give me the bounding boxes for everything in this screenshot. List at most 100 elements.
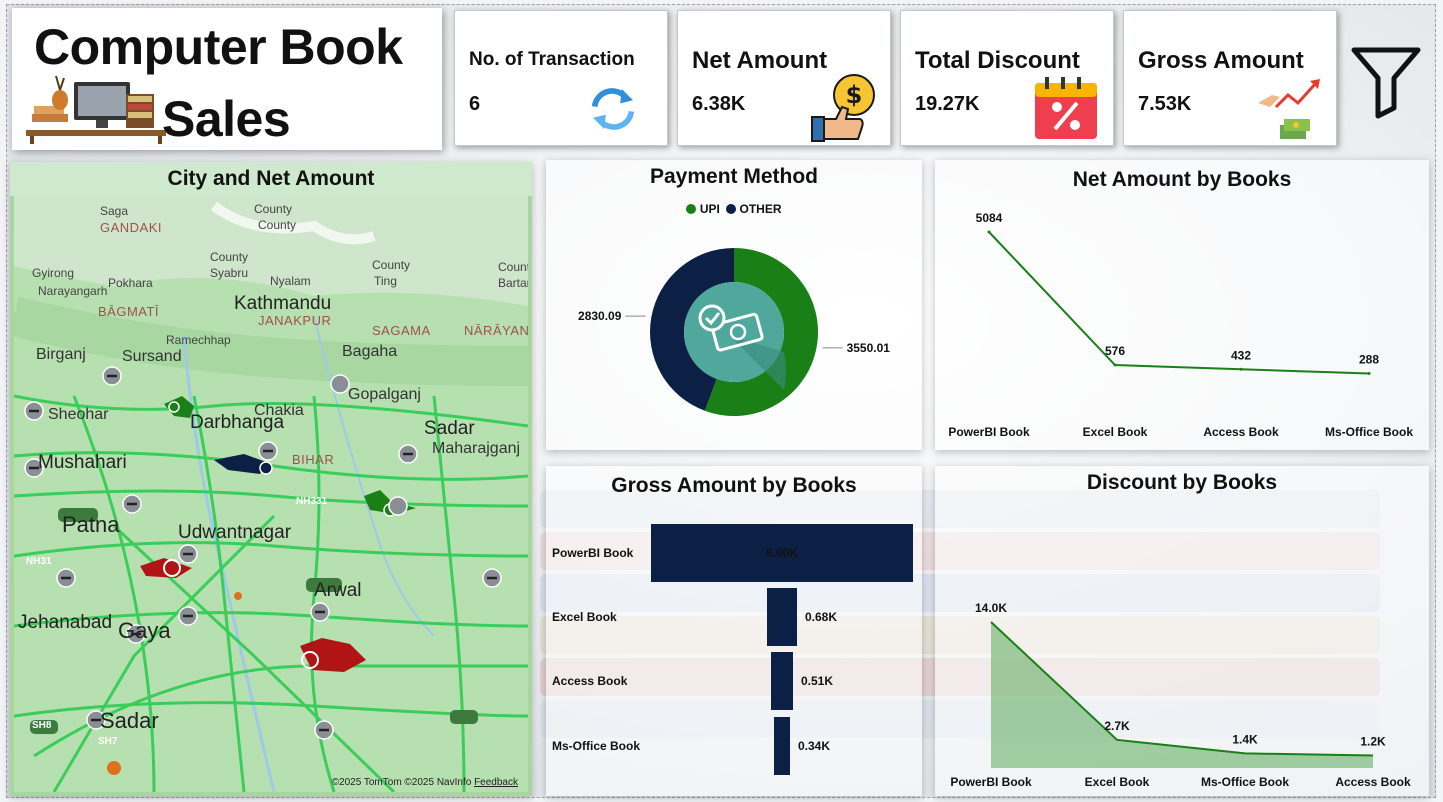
filter-icon[interactable] — [1344, 8, 1428, 148]
map-place-label: Sursand — [122, 348, 182, 365]
map-place-label: Bagaha — [342, 343, 398, 360]
kpi-card-net-amount[interactable]: Net Amount 6.38K $ — [677, 10, 891, 146]
map-place-label: Chakia — [254, 402, 304, 419]
net-books-title: Net Amount by Books — [1072, 168, 1292, 191]
gross-bar-2 — [771, 652, 793, 710]
legend-dot-upi — [686, 204, 697, 214]
map-place-label: Ramechhap — [166, 333, 231, 347]
map-place-label: Maharajganj — [432, 440, 521, 457]
page-title-line2: Sales — [162, 91, 291, 147]
map-background — [14, 196, 528, 792]
legend-label-other[interactable]: OTHER — [739, 202, 782, 216]
kpi-label: No. of Transaction — [469, 49, 635, 70]
gross-y-tick: Access Book — [552, 674, 628, 688]
gross-y-tick: PowerBI Book — [552, 546, 634, 560]
kpi-card-total-discount[interactable]: Total Discount 19.27K — [900, 10, 1114, 146]
map-place-label: NĀRĀYANĪ — [464, 323, 528, 338]
map-place-label: Kathmandu — [234, 293, 332, 314]
gross-amount-bar-chart: PowerBI Book 6.00K Excel Book 0.68K Access B… — [552, 524, 913, 775]
discount-x-tick: Excel Book — [1085, 775, 1150, 789]
net-amount-point — [1239, 367, 1243, 371]
gross-y-tick: Ms-Office Book — [552, 739, 640, 753]
net-amount-x-tick: Excel Book — [1083, 425, 1148, 439]
payment-method-panel: Payment Method UPI OTHER 3550.01 2830.09 — [546, 160, 922, 450]
discount-data-label: 1.2K — [1360, 734, 1386, 748]
page-title-line1: Computer Book — [34, 19, 403, 75]
map-place-label: Udwantnagar — [178, 522, 292, 543]
map-place-label: Count — [498, 260, 528, 274]
map-place-label: SH8 — [32, 720, 52, 731]
city-net-amount-map-panel: City and Net Amount — [10, 162, 532, 796]
payment-legend: UPI OTHER — [546, 202, 922, 216]
map-place-label: GANDAKI — [100, 220, 163, 235]
map-place-label: County — [210, 250, 249, 264]
net-amount-line-chart: 5084 PowerBI Book 576 Excel Book 432 Access B… — [948, 211, 1413, 439]
discount-area-fill — [991, 622, 1373, 768]
cash-check-icon — [698, 304, 787, 390]
net-amount-data-label: 432 — [1231, 348, 1251, 362]
refresh-icon — [591, 88, 635, 130]
map-place-label: Gopalganj — [348, 386, 421, 403]
map-place-label: Jehanabad — [18, 612, 113, 633]
net-amount-data-label: 5084 — [976, 211, 1003, 225]
map-place-label: NH331 — [296, 496, 328, 507]
map-place-label: Bartar — [498, 276, 528, 290]
map-place-label: Syabru — [210, 266, 249, 280]
discount-area-line — [990, 621, 1374, 757]
map-credit-text: ©2025 TomTom ©2025 NavInfo — [331, 777, 472, 788]
discount-x-tick: Ms-Office Book — [1201, 775, 1289, 789]
legend-label-upi[interactable]: UPI — [699, 202, 720, 216]
map-place-label: NH31 — [26, 556, 52, 567]
donut-data-label: 2830.09 — [578, 309, 622, 323]
net-amount-data-label: 288 — [1359, 353, 1379, 367]
gross-bar-0 — [651, 524, 913, 582]
money-thumbs-up-icon: $ — [811, 74, 875, 142]
legend-dot-other — [726, 204, 737, 214]
map-place-label: BIHAR — [292, 452, 335, 467]
net-amount-x-tick: PowerBI Book — [948, 425, 1030, 439]
map-place-label: Nyalam — [270, 274, 311, 288]
kpi-card-gross-amount[interactable]: Gross Amount 7.53K — [1123, 10, 1337, 146]
map-place-label: Birganj — [36, 346, 86, 363]
map-place-label: County — [372, 258, 411, 272]
map-place-label: County — [254, 202, 293, 216]
dashboard-title-card: Computer Book Sales — [12, 8, 442, 150]
map-place-label: Sheohar — [48, 406, 109, 423]
map-place-label: Narayangarh — [38, 284, 108, 298]
payment-title: Payment Method — [649, 165, 819, 188]
map-place-label: Pokhara — [108, 276, 153, 290]
discount-calendar-icon — [1035, 77, 1097, 139]
map-place-label: SH7 — [98, 736, 118, 747]
discount-x-tick: PowerBI Book — [950, 775, 1032, 789]
map-credit: ©2025 TomTom ©2025 NavInfo Feedback — [332, 777, 518, 788]
discount-by-books-panel: Discount by Books 14.0K PowerBI Book 2.7K E… — [935, 466, 1429, 796]
payment-donut-chart: 3550.01 2830.09 — [578, 248, 890, 416]
gross-data-label: 0.34K — [798, 739, 830, 753]
svg-text:$: $ — [846, 81, 863, 109]
icon-check — [704, 312, 721, 326]
icon-shadow — [730, 336, 787, 390]
discount-x-tick: Access Book — [1335, 775, 1411, 789]
kpi-card-transactions[interactable]: No. of Transaction 6 — [454, 10, 668, 146]
map-feedback-link[interactable]: Feedback — [474, 777, 518, 788]
map-place-label: SAGAMA — [372, 323, 431, 338]
map-title: City and Net Amount — [167, 167, 375, 190]
net-amount-line — [988, 231, 1370, 375]
icon-coin — [729, 323, 747, 341]
icon-bill — [710, 312, 764, 352]
net-amount-by-books-panel: Net Amount by Books 5084 PowerBI Book 576 E… — [935, 160, 1429, 450]
map-place-label: Patna — [62, 512, 120, 537]
net-amount-x-tick: Access Book — [1203, 425, 1279, 439]
gross-books-title: Gross Amount by Books — [611, 474, 857, 497]
net-amount-point — [1113, 363, 1117, 367]
map-place-label: Gaya — [118, 618, 171, 643]
net-amount-data-label: 576 — [1105, 344, 1125, 358]
net-amount-point — [1367, 372, 1371, 376]
map-canvas[interactable]: Saga County County GANDAKI Gyirong County Syab… — [14, 196, 528, 792]
discount-data-label: 2.7K — [1104, 719, 1130, 733]
kpi-label: Total Discount — [915, 47, 1080, 74]
gross-data-label: 0.51K — [801, 674, 833, 688]
icon-check-circle — [698, 304, 726, 332]
discount-area-chart: 14.0K PowerBI Book 2.7K Excel Book 1.4K Ms-Of… — [950, 601, 1411, 789]
kpi-label: Net Amount — [692, 47, 828, 74]
